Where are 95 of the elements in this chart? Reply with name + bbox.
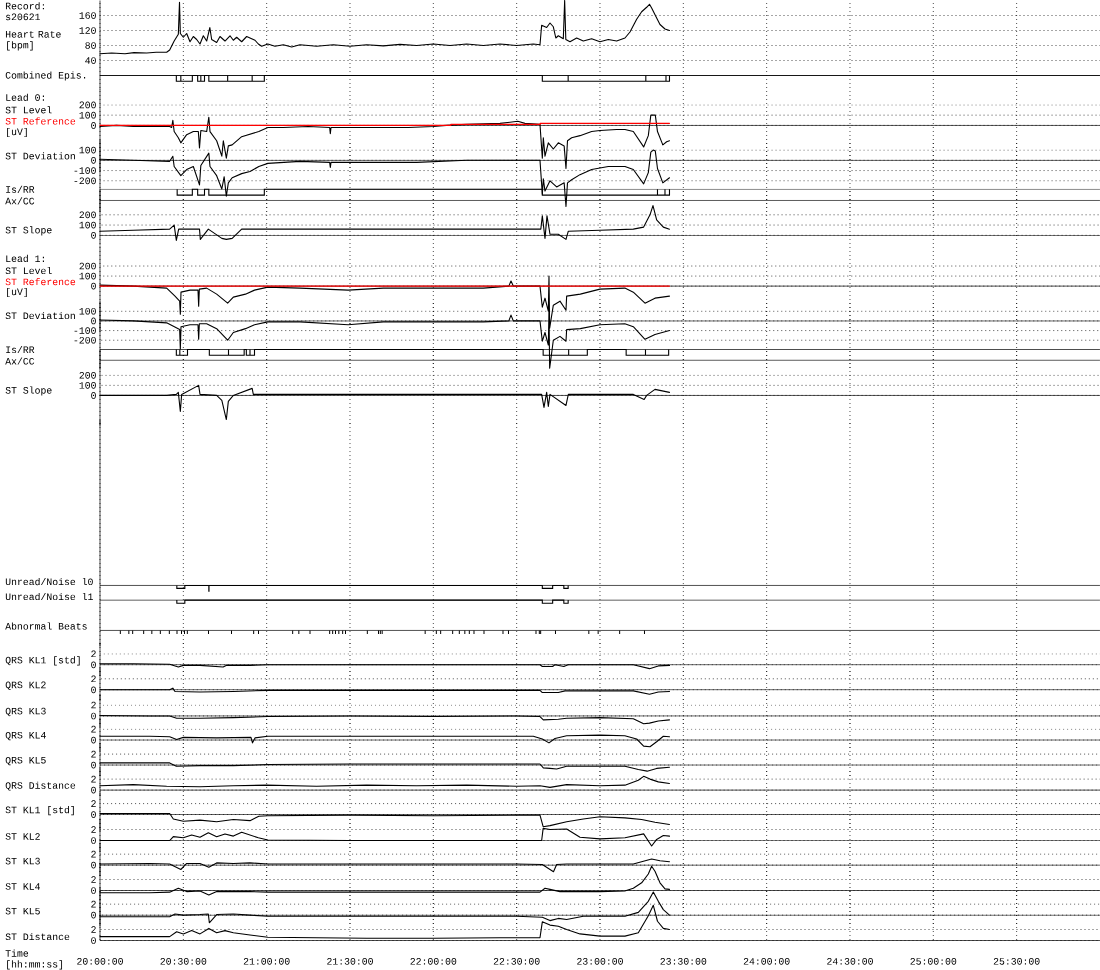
y-tick-label: 0: [91, 712, 96, 720]
y-axis-title: QRS KL4: [5, 731, 46, 741]
y-axis-title: QRS KL2: [5, 681, 46, 691]
y-tick-label: 200: [79, 101, 96, 109]
y-tick-label: 0: [91, 231, 96, 239]
y-tick-label: 0: [91, 786, 96, 794]
y-tick-label: 40: [85, 57, 96, 64]
y-tick-label: 100: [79, 221, 96, 229]
text: Record: s20621: [5, 2, 44, 21]
x-tick-label: 20:30:00: [160, 958, 207, 965]
text: ST Reference: [5, 278, 76, 286]
y-tick-label: 0: [91, 837, 96, 844]
y-tick-label: 2: [91, 775, 96, 783]
y-tick-label: 0: [91, 937, 96, 944]
y-axis-title: ST Deviation: [5, 311, 75, 320]
y-tick-label: 2: [91, 750, 96, 758]
y-tick-label: 160: [79, 12, 96, 19]
y-axis-title: Abnormal Beats: [5, 622, 87, 630]
x-tick-label: 22:30:00: [493, 958, 540, 965]
x-tick-label: 25:00:00: [910, 958, 957, 965]
y-tick-label: 200: [79, 262, 96, 270]
y-axis-title: QRS Distance: [5, 781, 76, 791]
y-axis-title: Heart Rate [bpm]: [5, 31, 61, 51]
x-tick-label: 23:30:00: [660, 958, 707, 965]
y-tick-label: 0: [91, 761, 96, 769]
y-axis-title: ST Distance: [5, 932, 70, 941]
y-axis-title: ST KL1 [std]: [5, 806, 74, 816]
y-tick-label: 0: [91, 811, 96, 818]
text: ST Level: [5, 266, 52, 275]
y-axis-title: QRS KL3: [5, 707, 46, 717]
x-tick-label: 21:00:00: [243, 958, 290, 965]
y-tick-label: 0: [91, 156, 96, 164]
y-axis-title: Combined Epis.: [5, 71, 86, 81]
y-tick-label: 100: [79, 307, 96, 315]
y-axis-title: ST KL4: [5, 883, 40, 890]
text: ST Reference: [5, 117, 76, 125]
y-axis-title: Unread/Noise l0: [5, 577, 93, 586]
y-axis-title: QRS KL5: [5, 756, 46, 766]
y-tick-label: 0: [91, 911, 96, 919]
y-axis-title: ST Slope: [5, 386, 52, 396]
chart-title: Lead 0:: [6, 93, 44, 101]
y-axis-title: [uV]: [7, 127, 27, 138]
y-axis-title: ST Deviation: [5, 152, 75, 160]
y-tick-label: 2: [91, 725, 96, 733]
y-tick-label: 2: [91, 826, 96, 833]
y-tick-label: 200: [79, 211, 96, 219]
y-tick-label: 2: [91, 876, 96, 883]
y-tick-label: 200: [79, 372, 96, 379]
y-tick-label: 0: [91, 861, 96, 869]
y-tick-label: 100: [79, 111, 96, 119]
y-tick-label: 0: [91, 736, 96, 744]
x-tick-label: 25:30:00: [993, 958, 1040, 965]
y-tick-label: -100: [74, 327, 96, 334]
y-tick-label: -200: [74, 177, 96, 185]
y-tick-label: 120: [79, 27, 96, 34]
y-tick-label: 0: [91, 282, 96, 290]
x-tick-label: 24:00:00: [743, 958, 790, 965]
y-tick-label: 100: [79, 272, 96, 280]
y-tick-label: 2: [91, 800, 96, 807]
x-tick-label: 24:30:00: [827, 958, 873, 965]
y-tick-label: 2: [91, 650, 96, 658]
y-axis-title: QRS KL1 [std]: [5, 656, 80, 666]
x-tick-label: 22:00:00: [410, 958, 457, 965]
y-tick-label: 100: [79, 146, 96, 154]
text: ST Level: [5, 106, 52, 114]
y-tick-label: 0: [91, 887, 96, 894]
y-tick-label: 2: [91, 675, 96, 683]
y-tick-label: 80: [85, 42, 96, 49]
y-tick-label: 100: [79, 382, 96, 389]
y-axis-title: Unread/Noise l1: [5, 592, 93, 601]
y-axis-title: Is/RR: [6, 185, 35, 193]
y-tick-label: 0: [91, 686, 96, 694]
y-tick-label: 2: [91, 701, 96, 709]
y-tick-label: 0: [91, 392, 96, 399]
y-tick-label: 0: [91, 122, 96, 129]
text: Ax/CC: [5, 197, 35, 205]
y-axis-title: ST KL2: [5, 833, 40, 840]
x-axis-title: Time [hh:mm:ss]: [5, 949, 63, 970]
text: Ax/CC: [5, 357, 35, 365]
y-axis-title: [uV]: [7, 287, 27, 298]
x-tick-label: 21:30:00: [327, 958, 373, 965]
y-tick-label: 0: [91, 317, 96, 325]
y-tick-label: -100: [74, 167, 96, 174]
y-tick-label: 2: [91, 900, 96, 908]
y-tick-label: 2: [91, 850, 96, 858]
y-axis-title: ST Slope: [5, 226, 52, 236]
y-tick-label: -200: [74, 336, 96, 344]
y-axis-title: Is/RR: [6, 345, 35, 354]
x-tick-label: 23:00:00: [577, 958, 623, 965]
x-tick-label: 20:00:00: [77, 958, 123, 965]
y-axis-title: ST KL3: [5, 857, 40, 865]
y-tick-label: 0: [91, 661, 96, 669]
y-tick-label: 2: [91, 926, 96, 933]
y-axis-title: ST KL5: [5, 907, 40, 915]
text: Lead 1:: [6, 254, 44, 263]
